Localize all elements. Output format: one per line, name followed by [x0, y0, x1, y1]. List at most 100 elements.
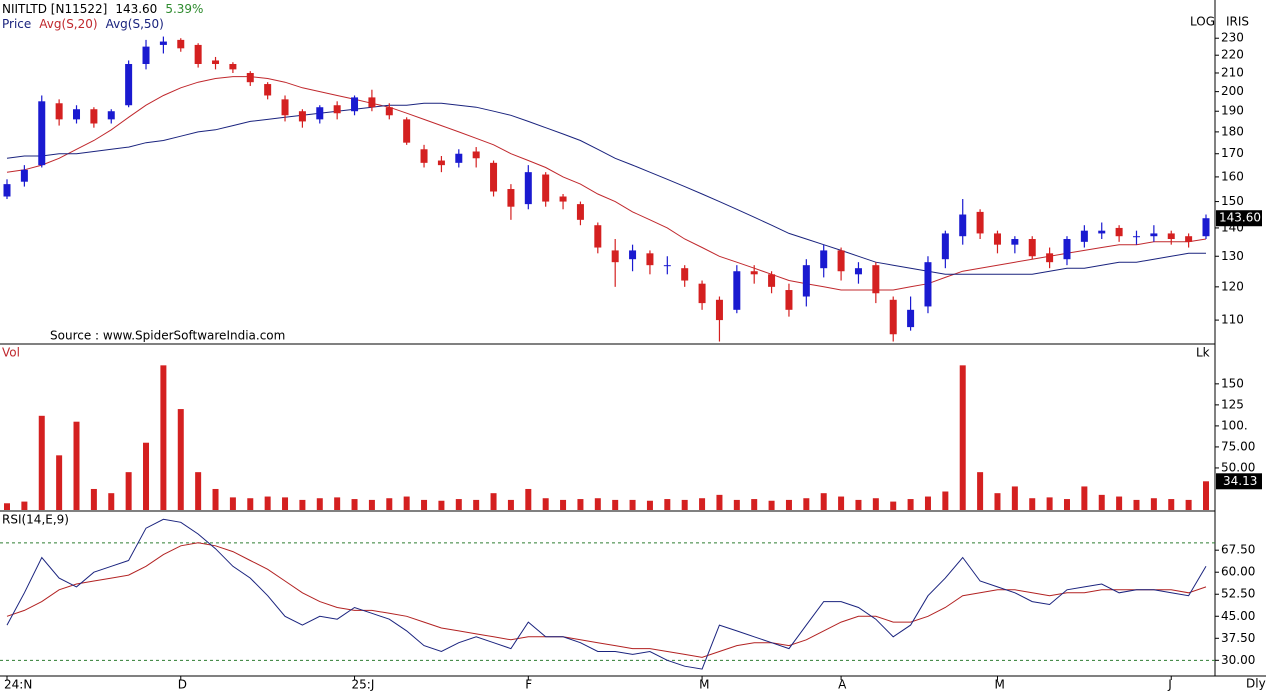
y-tick-label: 50.00 [1221, 460, 1255, 474]
candle-body [3, 184, 11, 197]
volume-bar [560, 499, 567, 510]
candle-body [455, 153, 463, 163]
volume-bar [421, 499, 428, 510]
candle-body [351, 97, 359, 112]
candle-body [1185, 236, 1193, 242]
volume-bar [507, 499, 514, 510]
y-tick-label: 170 [1221, 146, 1244, 160]
last-volume-label: 34.13 [1223, 474, 1257, 488]
volume-bar [334, 497, 341, 510]
y-tick-label: 30.00 [1221, 653, 1255, 667]
volume-bar [646, 500, 653, 510]
candle-body [264, 84, 272, 96]
volume-bar [490, 493, 497, 510]
candle-body [993, 233, 1001, 245]
volume-bar [21, 501, 28, 510]
volume-bar [629, 499, 636, 510]
candle-body [1063, 239, 1071, 260]
x-tick-label: J [1167, 678, 1172, 692]
volume-bar [1046, 497, 1053, 510]
change: 5.39% [165, 2, 204, 16]
volume-bar [594, 498, 601, 510]
volume-bar [38, 415, 45, 510]
candle-body [507, 189, 515, 207]
y-tick-label: 120 [1221, 279, 1244, 293]
candle-body [681, 268, 689, 281]
candle-body [1202, 218, 1210, 237]
y-tick-label: 75.00 [1221, 439, 1255, 453]
volume-bar [351, 499, 358, 510]
candle-body [1132, 236, 1140, 238]
y-tick-label: 125 [1221, 397, 1244, 411]
candle-body [38, 101, 46, 166]
volume-bar [890, 501, 897, 510]
y-tick-label: 150 [1221, 376, 1244, 390]
volume-bar [1011, 486, 1018, 510]
volume-bar [316, 498, 323, 510]
volume-bar [368, 499, 375, 510]
y-tick-label: 37.50 [1221, 631, 1255, 645]
volume-bar [872, 498, 879, 510]
candle-body [1115, 227, 1123, 237]
x-tick-label: F [525, 678, 532, 692]
volume-bar [977, 472, 984, 510]
volume-bar [838, 496, 845, 510]
volume-bar [1063, 499, 1070, 510]
volume-bar [1185, 499, 1192, 510]
candle-body [403, 119, 411, 143]
volume-bar [820, 493, 827, 510]
candle-body [107, 111, 115, 120]
x-tick-label: M [994, 678, 1004, 692]
x-tick-label: 25:J [352, 678, 375, 692]
legend: Price Avg(S,20) Avg(S,50) [2, 17, 172, 31]
candle-body [542, 174, 550, 202]
candle-body [159, 41, 167, 45]
volume-bar [177, 409, 184, 510]
candle-body [854, 268, 862, 275]
last-volume-box [1216, 473, 1262, 490]
volume-bar [785, 499, 792, 510]
candle-body [125, 63, 133, 106]
rsi-line [6, 542, 1207, 658]
candle-body [889, 299, 897, 335]
volume-bar [160, 365, 167, 510]
candle-body [646, 253, 654, 266]
x-tick-label: M [699, 678, 709, 692]
candle-body [576, 204, 584, 220]
volume-bar [577, 499, 584, 510]
y-tick-label: 220 [1221, 48, 1244, 62]
candle-body [1011, 239, 1019, 245]
volume-bar [803, 498, 810, 510]
candle-body [559, 196, 567, 202]
volume-bar [56, 455, 63, 510]
y-tick-label: 110 [1221, 313, 1244, 327]
candle-body [837, 250, 845, 272]
volume-bar [299, 499, 306, 510]
y-tick-label: 190 [1221, 104, 1244, 118]
volume-bar [768, 500, 775, 510]
candle-body [73, 109, 81, 120]
volume-bar [525, 488, 532, 510]
candle-body [142, 46, 150, 64]
volume-bar [1168, 499, 1175, 510]
candle-body [437, 160, 445, 166]
volume-bar [1133, 499, 1140, 510]
volume-bar [386, 498, 393, 510]
volume-bar [612, 499, 619, 510]
scale-label: LOG [1190, 15, 1215, 29]
y-tick-label: 67.50 [1221, 543, 1255, 557]
volume-bar [473, 499, 480, 510]
volume-bar [264, 496, 271, 510]
volume-bar [212, 488, 219, 510]
candle-body [663, 265, 671, 267]
symbol: NIITLTD [N11522] [2, 2, 108, 16]
candle-body [212, 60, 220, 64]
candle-body [472, 151, 480, 159]
volume-bar [195, 472, 202, 510]
volume-bar [681, 499, 688, 510]
volume-bar [455, 499, 462, 510]
candle-body [941, 233, 949, 260]
candle-body [698, 283, 706, 304]
candle-body [1046, 253, 1054, 263]
candle-body [385, 107, 393, 116]
